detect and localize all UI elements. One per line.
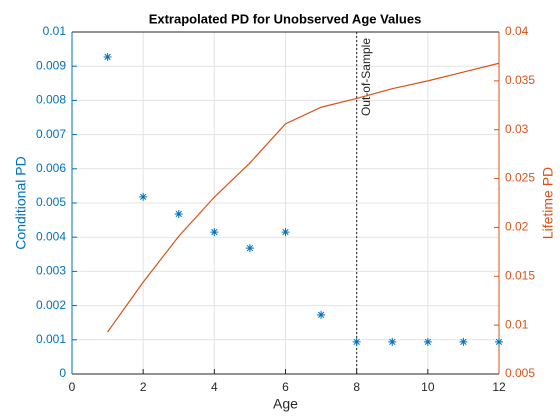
y2-tick-label: 0.03 bbox=[505, 122, 529, 136]
point bbox=[352, 337, 361, 346]
point bbox=[174, 209, 183, 218]
y-tick-label: 0.003 bbox=[36, 264, 66, 278]
x-tick-label: 2 bbox=[140, 380, 147, 394]
point bbox=[245, 244, 254, 253]
y-tick-label: 0.006 bbox=[36, 161, 66, 175]
point bbox=[423, 337, 432, 346]
y-tick-label: 0.002 bbox=[36, 298, 66, 312]
x-tick-label: 4 bbox=[211, 380, 218, 394]
point bbox=[495, 337, 503, 346]
chart-title: Extrapolated PD for Unobserved Age Value… bbox=[149, 11, 422, 26]
line bbox=[107, 62, 500, 333]
point bbox=[459, 337, 468, 346]
y-tick-label: 0.008 bbox=[36, 93, 66, 107]
x-tick-label: 8 bbox=[353, 380, 360, 394]
y2-tick-label: 0.015 bbox=[505, 268, 535, 282]
y-tick-label: 0 bbox=[59, 366, 66, 380]
x-tick-label: 12 bbox=[492, 380, 506, 394]
x-tick-label: 6 bbox=[282, 380, 289, 394]
y2-tick-label: 0.025 bbox=[505, 171, 535, 185]
y-tick-label: 0.001 bbox=[36, 332, 66, 346]
y-tick-label: 0.01 bbox=[43, 24, 67, 38]
y-axis-label: Conditional PD bbox=[13, 156, 29, 249]
point bbox=[317, 310, 326, 319]
y2-tick-label: 0.005 bbox=[505, 366, 535, 380]
point bbox=[388, 337, 397, 346]
x-axis-label: Age bbox=[273, 396, 298, 412]
y-tick-label: 0.009 bbox=[36, 58, 66, 72]
y2-tick-label: 0.01 bbox=[505, 317, 529, 331]
y2-axis-label: Lifetime PD bbox=[540, 167, 556, 239]
x-tick-label: 10 bbox=[421, 380, 435, 394]
y2-tick-label: 0.04 bbox=[505, 24, 529, 38]
point bbox=[281, 228, 290, 237]
point bbox=[210, 228, 219, 237]
annotation-label: Out-of-Sample bbox=[359, 38, 373, 116]
point bbox=[139, 192, 148, 201]
point bbox=[103, 52, 112, 61]
x-tick-label: 0 bbox=[69, 380, 76, 394]
y-tick-label: 0.007 bbox=[36, 127, 66, 141]
y-tick-label: 0.005 bbox=[36, 195, 66, 209]
y-tick-label: 0.004 bbox=[36, 229, 66, 243]
y2-tick-label: 0.02 bbox=[505, 220, 529, 234]
y2-tick-label: 0.035 bbox=[505, 73, 535, 87]
